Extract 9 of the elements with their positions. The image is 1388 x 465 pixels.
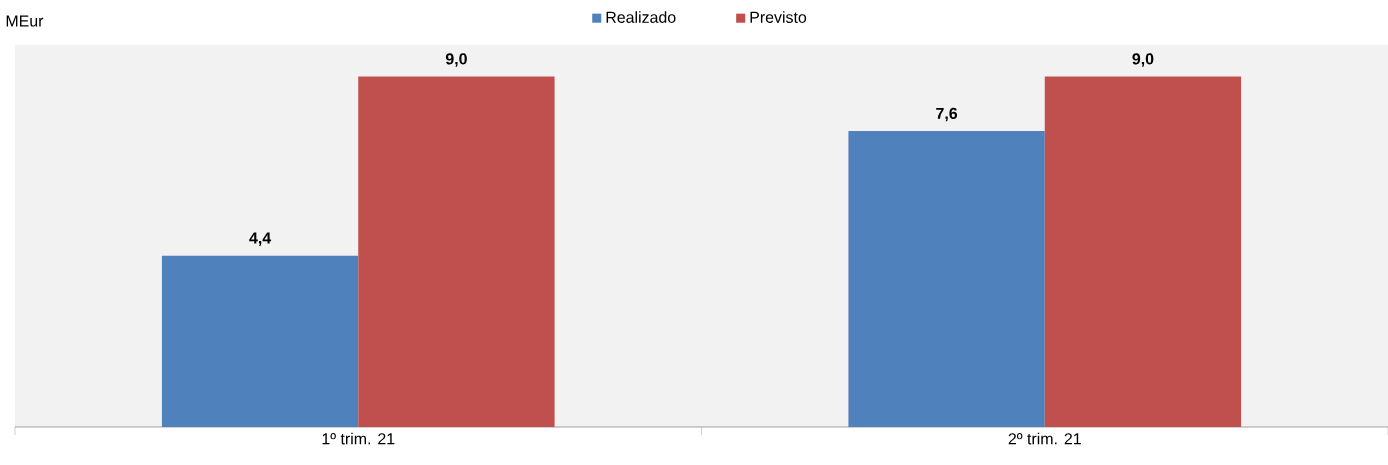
x-tick-label: 2º trim. 21	[1008, 432, 1081, 445]
legend-label: Realizado	[606, 11, 676, 23]
x-tick-label: 1º trim. 21	[322, 432, 395, 445]
data-label: 7,6	[936, 107, 958, 122]
data-label: 4,4	[249, 232, 272, 246]
data-label: 9,0	[445, 53, 467, 67]
legend-label: Previsto	[750, 11, 807, 23]
data-label: 9,0	[1132, 53, 1154, 67]
y-axis-title: MEur	[6, 15, 44, 27]
